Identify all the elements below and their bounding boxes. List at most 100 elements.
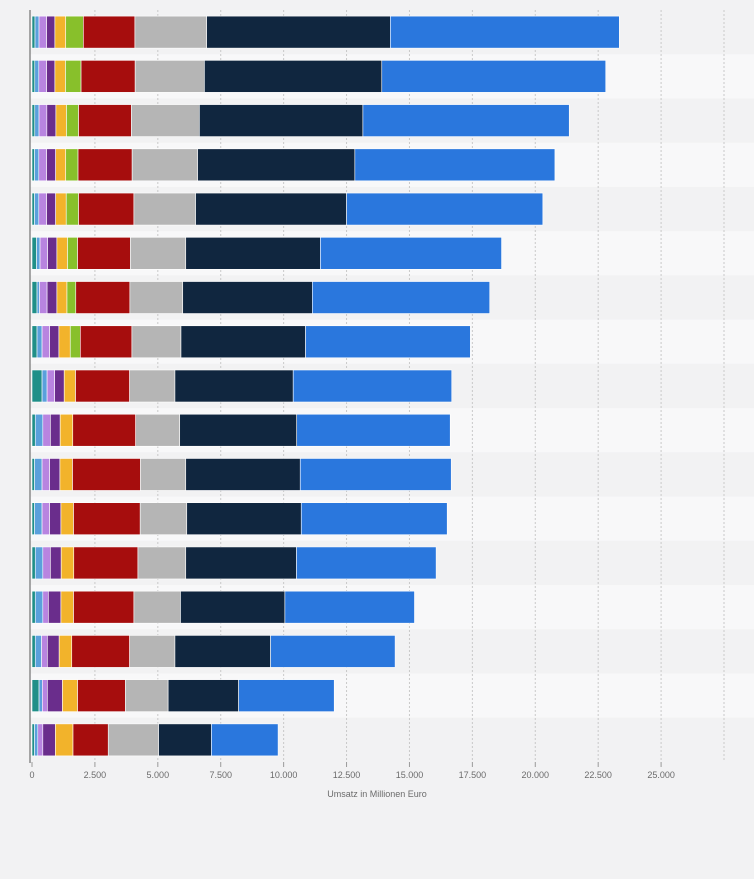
- bar-segment-17-4[interactable]: [42, 723, 56, 757]
- bar-segment-2-1[interactable]: [31, 60, 36, 93]
- bar-segment-8-5[interactable]: [58, 325, 71, 359]
- bar-segment-7-3[interactable]: [39, 281, 48, 314]
- bar-segment-14-10[interactable]: [284, 590, 415, 624]
- bar-segment-7-6[interactable]: [66, 281, 77, 314]
- bar-segment-2-2[interactable]: [34, 60, 40, 93]
- bar-segment-13-9[interactable]: [185, 546, 297, 580]
- bar-segment-5-3[interactable]: [38, 192, 47, 226]
- bar-segment-17-5[interactable]: [55, 723, 74, 757]
- bar-segment-5-9[interactable]: [195, 192, 347, 226]
- bar-segment-9-7[interactable]: [75, 369, 130, 403]
- bar-segment-17-2[interactable]: [34, 723, 39, 757]
- bar-segment-12-3[interactable]: [41, 502, 50, 536]
- bar-segment-7-10[interactable]: [312, 281, 491, 314]
- bar-segment-2-9[interactable]: [204, 60, 383, 93]
- bar-segment-4-7[interactable]: [77, 148, 133, 182]
- bar-segment-1-1[interactable]: [31, 15, 36, 49]
- bar-segment-4-9[interactable]: [197, 148, 356, 182]
- bar-segment-17-1[interactable]: [31, 723, 35, 757]
- bar-segment-13-1[interactable]: [31, 546, 36, 580]
- bar-segment-16-3[interactable]: [42, 679, 48, 712]
- bar-segment-10-1[interactable]: [31, 413, 36, 447]
- bar-segment-1-6[interactable]: [65, 15, 84, 49]
- bar-segment-1-10[interactable]: [390, 15, 620, 49]
- bar-segment-14-3[interactable]: [42, 590, 49, 624]
- bar-segment-12-2[interactable]: [34, 502, 43, 536]
- bar-segment-6-8[interactable]: [130, 236, 187, 270]
- bar-segment-11-5[interactable]: [59, 458, 73, 491]
- bar-segment-1-3[interactable]: [38, 15, 47, 49]
- bar-segment-16-7[interactable]: [77, 679, 126, 712]
- bar-segment-12-5[interactable]: [60, 502, 74, 536]
- bar-segment-11-4[interactable]: [49, 458, 61, 491]
- bar-segment-13-3[interactable]: [42, 546, 51, 580]
- bar-segment-16-9[interactable]: [167, 679, 239, 712]
- bar-segment-11-1[interactable]: [31, 458, 35, 491]
- bar-segment-11-7[interactable]: [72, 458, 141, 491]
- bar-segment-10-10[interactable]: [296, 413, 451, 447]
- bar-segment-7-5[interactable]: [56, 281, 68, 314]
- bar-segment-3-3[interactable]: [38, 104, 48, 137]
- bar-segment-1-5[interactable]: [54, 15, 67, 49]
- bar-segment-14-4[interactable]: [48, 590, 62, 624]
- bar-segment-5-5[interactable]: [55, 192, 67, 226]
- bar-segment-13-2[interactable]: [34, 546, 44, 580]
- bar-segment-10-5[interactable]: [59, 413, 74, 447]
- bar-segment-3-5[interactable]: [55, 104, 67, 137]
- bar-segment-10-3[interactable]: [42, 413, 51, 447]
- bar-segment-10-9[interactable]: [179, 413, 298, 447]
- bar-segment-6-9[interactable]: [185, 236, 321, 270]
- bar-segment-17-3[interactable]: [37, 723, 44, 757]
- bar-segment-13-10[interactable]: [296, 546, 437, 580]
- bar-segment-4-2[interactable]: [34, 148, 40, 182]
- bar-segment-2-7[interactable]: [80, 60, 136, 93]
- bar-segment-15-8[interactable]: [129, 635, 176, 668]
- bar-segment-4-10[interactable]: [354, 148, 556, 182]
- bar-segment-15-3[interactable]: [41, 635, 48, 668]
- bar-segment-3-6[interactable]: [66, 104, 79, 137]
- bar-segment-17-10[interactable]: [211, 723, 279, 757]
- bar-segment-1-4[interactable]: [46, 15, 56, 49]
- bar-segment-14-9[interactable]: [180, 590, 286, 624]
- bar-segment-16-1[interactable]: [31, 679, 40, 712]
- bar-segment-10-8[interactable]: [135, 413, 181, 447]
- bar-segment-16-10[interactable]: [238, 679, 335, 712]
- bar-segment-17-7[interactable]: [72, 723, 109, 757]
- bar-segment-12-8[interactable]: [139, 502, 188, 536]
- bar-segment-14-7[interactable]: [73, 590, 135, 624]
- bar-segment-1-7[interactable]: [83, 15, 136, 49]
- bar-segment-4-5[interactable]: [55, 148, 67, 182]
- bar-segment-10-7[interactable]: [72, 413, 136, 447]
- bar-segment-6-3[interactable]: [39, 236, 48, 270]
- bar-segment-3-9[interactable]: [199, 104, 364, 137]
- bar-segment-7-7[interactable]: [75, 281, 131, 314]
- bar-segment-9-1[interactable]: [31, 369, 43, 403]
- bar-segment-4-4[interactable]: [46, 148, 56, 182]
- bar-segment-15-5[interactable]: [58, 635, 73, 668]
- bar-segment-5-2[interactable]: [34, 192, 40, 226]
- bar-segment-6-5[interactable]: [56, 236, 68, 270]
- bar-segment-12-1[interactable]: [31, 502, 35, 536]
- bar-segment-3-2[interactable]: [34, 104, 40, 137]
- bar-segment-4-1[interactable]: [31, 148, 35, 182]
- bar-segment-7-2[interactable]: [36, 281, 40, 314]
- bar-segment-1-2[interactable]: [34, 15, 40, 49]
- bar-segment-11-10[interactable]: [299, 458, 452, 491]
- bar-segment-3-7[interactable]: [78, 104, 132, 137]
- bar-segment-5-4[interactable]: [46, 192, 56, 226]
- bar-segment-9-2[interactable]: [41, 369, 48, 403]
- bar-segment-13-7[interactable]: [73, 546, 139, 580]
- bar-segment-15-10[interactable]: [270, 635, 396, 668]
- bar-segment-6-7[interactable]: [77, 236, 131, 270]
- bar-segment-11-2[interactable]: [34, 458, 43, 491]
- bar-segment-7-4[interactable]: [46, 281, 58, 314]
- bar-segment-5-6[interactable]: [65, 192, 79, 226]
- bar-segment-10-4[interactable]: [50, 413, 61, 447]
- bar-segment-17-9[interactable]: [158, 723, 212, 757]
- bar-segment-6-4[interactable]: [47, 236, 58, 270]
- bar-segment-8-3[interactable]: [41, 325, 50, 359]
- bar-segment-11-9[interactable]: [185, 458, 301, 491]
- bar-segment-14-2[interactable]: [34, 590, 44, 624]
- bar-segment-4-3[interactable]: [38, 148, 47, 182]
- bar-segment-6-1[interactable]: [31, 236, 37, 270]
